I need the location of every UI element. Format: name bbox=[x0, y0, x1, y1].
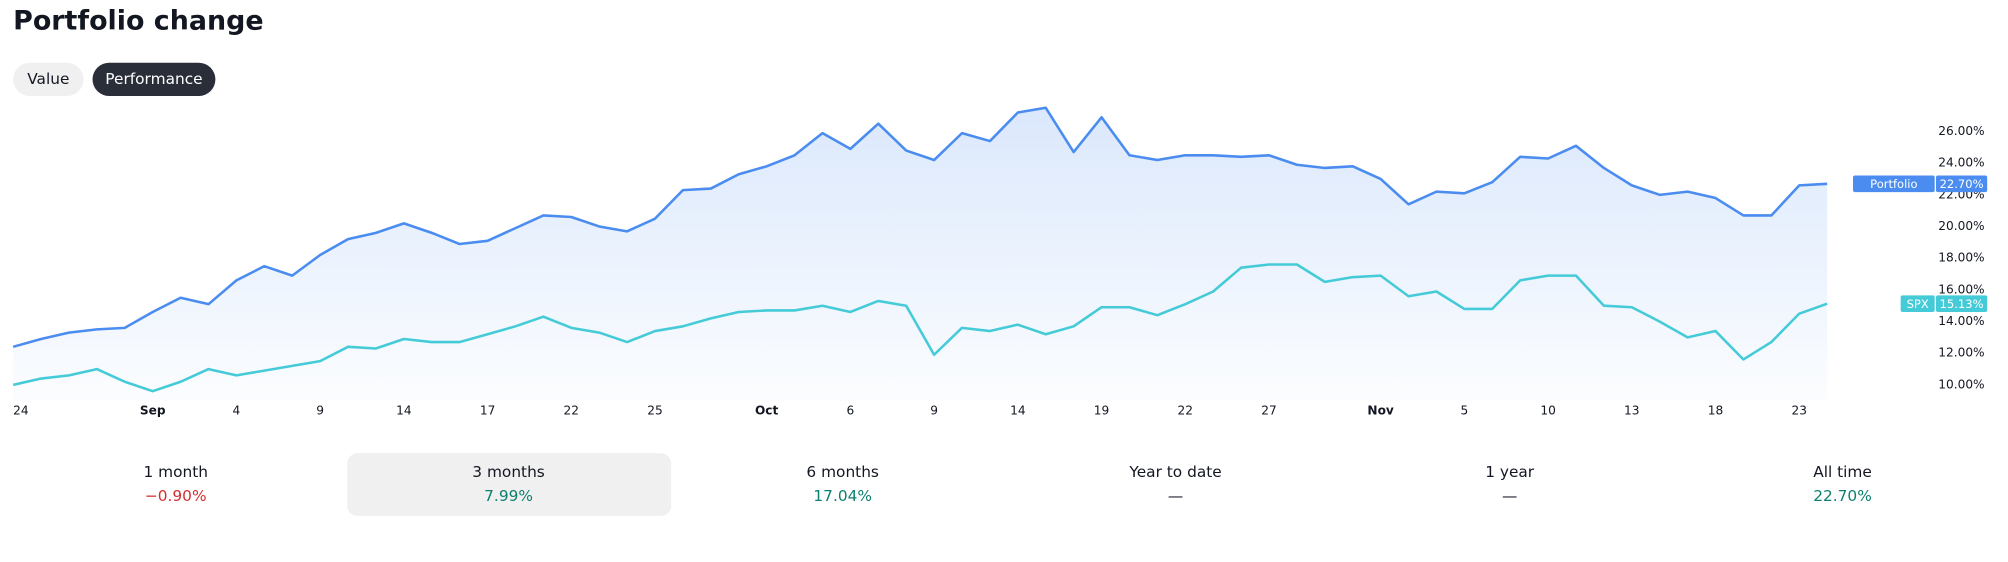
x-tick-label: 22 bbox=[1178, 403, 1193, 417]
x-tick-label: 5 bbox=[1460, 403, 1468, 417]
x-tick-label: 25 bbox=[647, 403, 662, 417]
period-label[interactable]: 1 month bbox=[143, 463, 208, 481]
period-label[interactable]: 1 year bbox=[1485, 463, 1535, 481]
y-tick-label: 14.00% bbox=[1938, 314, 1984, 328]
period-label[interactable]: All time bbox=[1813, 463, 1872, 481]
selected-tab-bg[interactable] bbox=[347, 453, 672, 516]
period-tabs: 1 month −0.90% 3 months 7.99% 6 months 17.04%… bbox=[143, 453, 1872, 516]
x-tick-label: 19 bbox=[1094, 403, 1109, 417]
toggle-label: Performance bbox=[105, 70, 202, 88]
period-value: 17.04% bbox=[813, 487, 872, 505]
last-value-label: 22.70% bbox=[1940, 177, 1984, 191]
x-tick-label: 18 bbox=[1708, 403, 1723, 417]
y-tick-label: 26.00% bbox=[1938, 124, 1984, 138]
y-tick-label: 20.00% bbox=[1938, 219, 1984, 233]
x-tick-label: 27 bbox=[1261, 403, 1276, 417]
period-value: 7.99% bbox=[484, 487, 533, 505]
toggle-label: Value bbox=[27, 70, 69, 88]
line bbox=[12, 106, 1828, 349]
x-tick-label: 6 bbox=[847, 403, 855, 417]
toggle-button[interactable] bbox=[13, 62, 84, 97]
x-tick-label: 13 bbox=[1624, 403, 1639, 417]
y-tick-label: 12.00% bbox=[1938, 346, 1984, 360]
y-tick-label: 10.00% bbox=[1938, 377, 1984, 391]
period-value: −0.90% bbox=[145, 487, 207, 505]
last-value-label: 15.13% bbox=[1940, 297, 1984, 311]
x-tick-label: 10 bbox=[1540, 403, 1555, 417]
x-tick-label: 9 bbox=[316, 403, 324, 417]
badge-value-bg bbox=[1935, 175, 1988, 193]
area bbox=[13, 107, 1828, 401]
badge-name-bg bbox=[1853, 175, 1935, 193]
x-tick-label: 14 bbox=[1010, 403, 1026, 417]
legend-entry: Portfolio bbox=[1870, 177, 1917, 191]
page-title: Portfolio change bbox=[13, 5, 263, 36]
line bbox=[12, 263, 1828, 393]
period-label[interactable]: Year to date bbox=[1128, 463, 1221, 481]
chart: 10.00%12.00%14.00%16.00%18.00%20.00%22.0… bbox=[12, 106, 1988, 417]
x-tick-label: 23 bbox=[1792, 403, 1807, 417]
y-tick-label: 18.00% bbox=[1938, 251, 1984, 265]
period-label[interactable]: 6 months bbox=[806, 463, 879, 481]
x-tick-label: 14 bbox=[396, 403, 412, 417]
x-tick-label: 17 bbox=[480, 403, 495, 417]
x-tick-label: 4 bbox=[233, 403, 241, 417]
period-value: 22.70% bbox=[1813, 487, 1872, 505]
toggle-button[interactable] bbox=[92, 62, 216, 97]
x-tick-label: 9 bbox=[930, 403, 938, 417]
x-tick-label: Sep bbox=[140, 403, 166, 417]
period-value: — bbox=[1168, 487, 1183, 505]
period-value: — bbox=[1502, 487, 1517, 505]
x-tick-label: Oct bbox=[755, 403, 779, 417]
y-tick-label: 24.00% bbox=[1938, 156, 1984, 170]
badge-value-bg bbox=[1935, 295, 1988, 312]
period-label[interactable]: 3 months bbox=[472, 463, 545, 481]
x-tick-label: 22 bbox=[564, 403, 579, 417]
legend-entry: SPX bbox=[1907, 297, 1929, 311]
x-tick-label: 24 bbox=[13, 403, 29, 417]
badge-name-bg bbox=[1900, 295, 1935, 312]
x-tick-label: Nov bbox=[1367, 403, 1394, 417]
toggle-group: Value Performance bbox=[13, 62, 216, 97]
y-tick-label: 16.00% bbox=[1938, 282, 1984, 296]
